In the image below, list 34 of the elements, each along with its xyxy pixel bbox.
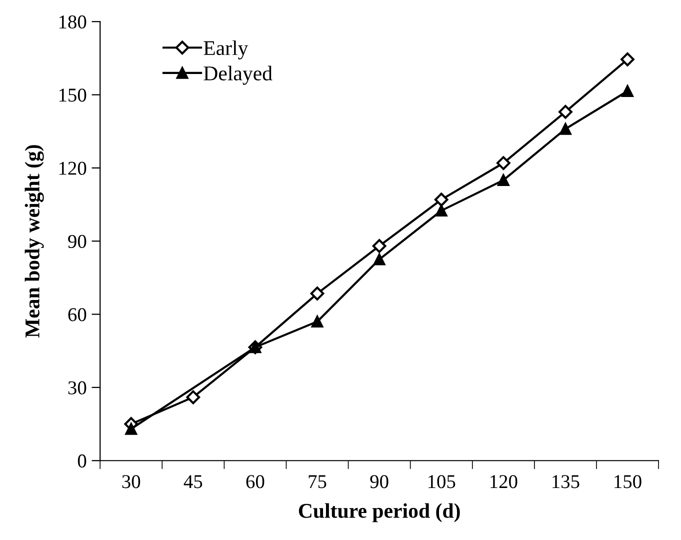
legend-label: Delayed (204, 66, 272, 85)
x-tick-label: 45 (184, 475, 202, 488)
point (558, 104, 572, 119)
legend-label: Early (204, 40, 248, 60)
y-tick-label: 0 (78, 454, 86, 468)
point (435, 204, 448, 217)
y-axis-title: Mean body weight (g) (24, 145, 44, 338)
point (620, 52, 634, 66)
point (125, 423, 138, 435)
y-tick-label: 120 (59, 162, 86, 175)
point (311, 316, 324, 328)
x-tick-label: 60 (246, 475, 264, 488)
x-tick-label: 30 (122, 475, 140, 488)
x-tick-label: 120 (490, 475, 518, 488)
point (372, 239, 386, 253)
y-tick-label: 180 (59, 15, 86, 29)
y-tick-label: 60 (68, 308, 86, 322)
x-tick-label: 150 (614, 475, 642, 488)
y-tick-label: 30 (68, 381, 86, 394)
x-tick-label: 135 (552, 475, 580, 488)
y-tick-label: 150 (59, 88, 86, 102)
x-tick-label: 90 (370, 475, 388, 488)
point (310, 286, 324, 300)
point (434, 192, 448, 207)
point (498, 174, 510, 186)
y-tick-label: 90 (68, 234, 86, 248)
point (560, 123, 572, 135)
x-tick-label: 105 (428, 475, 456, 488)
point (622, 85, 634, 98)
point (373, 253, 386, 266)
x-axis-title: Culture period (d) (298, 503, 460, 522)
x-tick-label: 75 (308, 475, 326, 488)
point (496, 156, 510, 170)
point (186, 390, 200, 404)
